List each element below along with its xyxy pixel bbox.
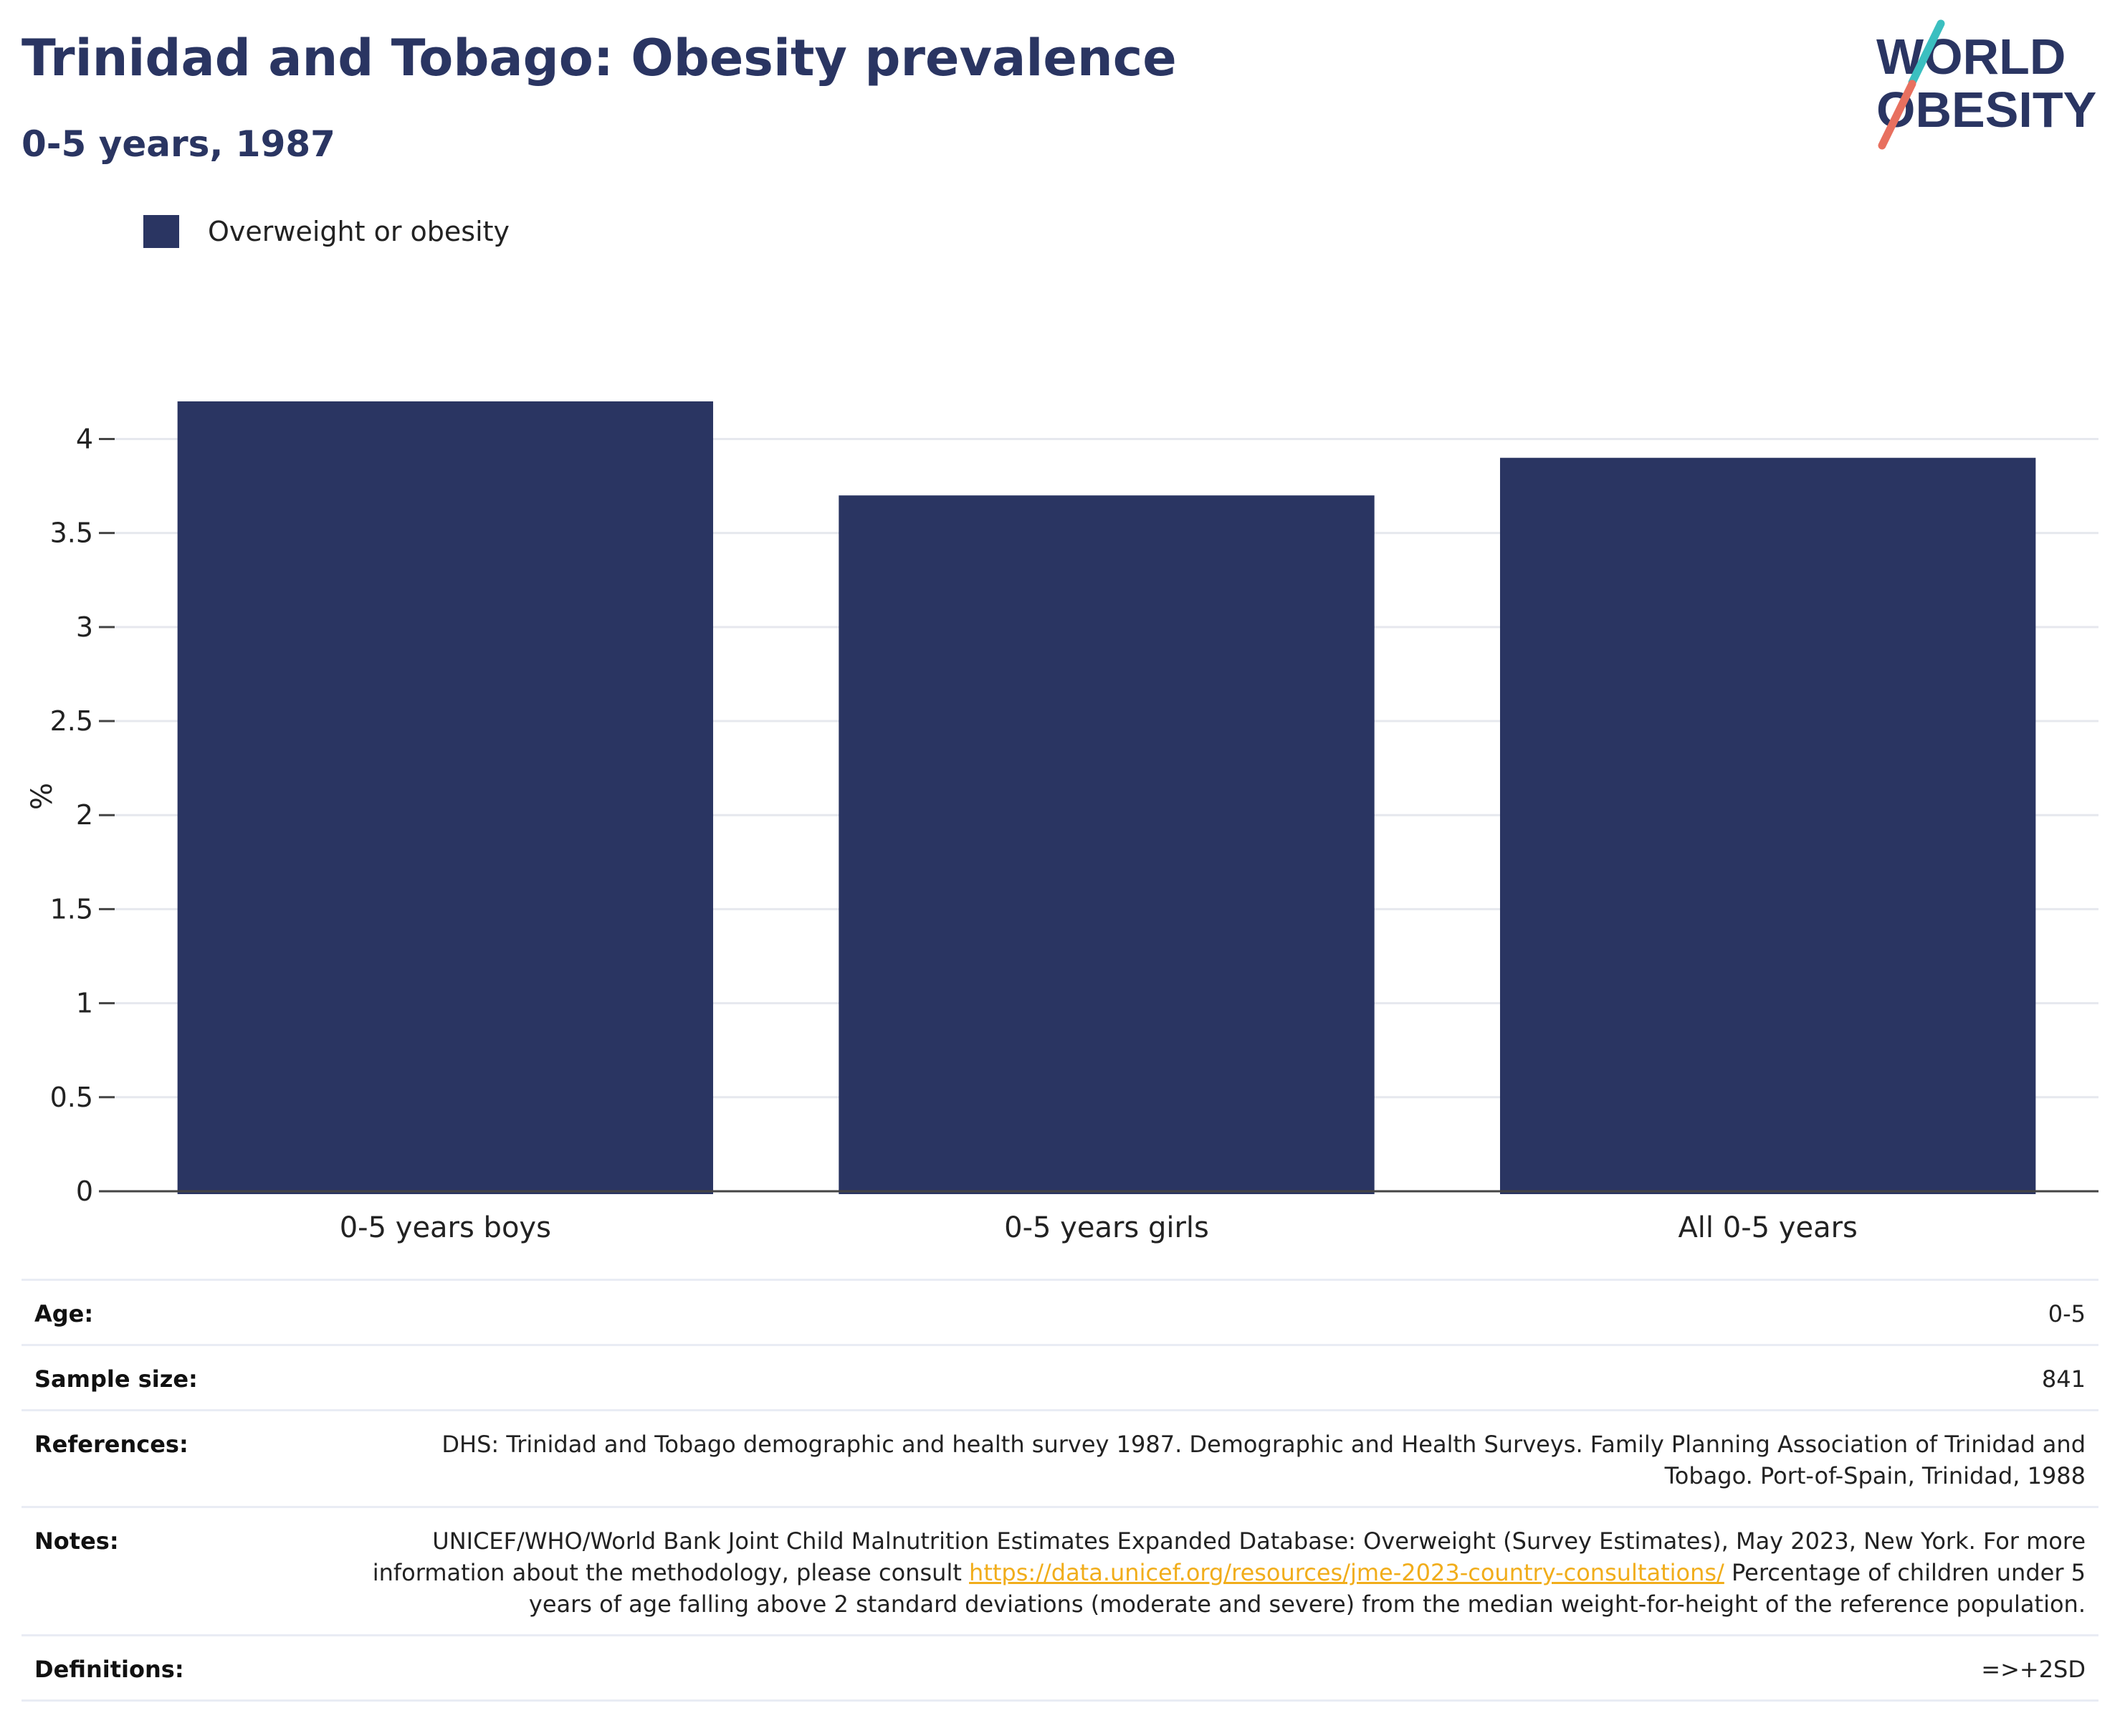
y-tick-label: 2.5 <box>50 705 93 737</box>
definitions-value: =>+2SD <box>1981 1656 2086 1683</box>
page-subtitle: 0-5 years, 1987 <box>22 123 335 165</box>
info-row-notes: Notes: UNICEF/WHO/World Bank Joint Child… <box>22 1506 2098 1634</box>
y-tick-label: 2 <box>76 799 93 831</box>
info-row-sample-size: Sample size: 841 <box>22 1344 2098 1409</box>
y-tick-label: 3.5 <box>50 518 93 549</box>
logo-slash-top <box>1908 19 1945 87</box>
logo-slash-bottom <box>1878 80 1916 150</box>
bar <box>177 401 714 1194</box>
chart-legend: Overweight or obesity <box>143 214 510 249</box>
age-label: Age: <box>34 1300 94 1327</box>
notes-value: UNICEF/WHO/World Bank Joint Child Malnut… <box>366 1525 2086 1620</box>
bar-chart: 0 0.5 1 1.5 2 2.5 3 3.5 4% 0-5 years boys 0-5 year… <box>26 401 2098 1244</box>
legend-label: Overweight or obesity <box>208 216 510 247</box>
page-title: Trinidad and Tobago: Obesity prevalence <box>22 29 1177 87</box>
definitions-label: Definitions: <box>34 1656 184 1683</box>
age-value: 0-5 <box>2048 1300 2086 1327</box>
legend-swatch <box>143 215 179 248</box>
sample-size-label: Sample size: <box>34 1365 198 1393</box>
bar <box>839 495 1375 1194</box>
notes-link[interactable]: https://data.unicef.org/resources/jme-20… <box>969 1559 1724 1586</box>
references-value: DHS: Trinidad and Tobago demographic and… <box>441 1431 2086 1489</box>
notes-text-1: UNICEF/WHO/World Bank Joint Child Malnut… <box>372 1527 2086 1586</box>
x-category-label: 0-5 years boys <box>340 1211 551 1244</box>
notes-label: Notes: <box>34 1527 119 1555</box>
info-row-references: References: DHS: Trinidad and Tobago dem… <box>22 1409 2098 1506</box>
y-axis-label: % <box>26 783 59 810</box>
bar <box>1499 457 2036 1194</box>
info-row-age: Age: 0-5 <box>22 1279 2098 1344</box>
notes-text-2: Percentage of children under 5 years of … <box>528 1559 2086 1618</box>
info-table: Age: 0-5 Sample size: 841 References: DH… <box>22 1279 2098 1702</box>
x-category-label: 0-5 years girls <box>1004 1211 1209 1244</box>
info-row-definitions: Definitions: =>+2SD <box>22 1634 2098 1702</box>
y-tick-label: 4 <box>76 423 93 454</box>
world-obesity-logo: WORLD OBESITY <box>1876 19 2096 150</box>
y-tick-label: 1.5 <box>50 893 93 925</box>
y-tick-label: 0.5 <box>50 1082 93 1113</box>
sample-size-value: 841 <box>2041 1365 2086 1393</box>
x-category-label: All 0-5 years <box>1678 1211 1857 1244</box>
y-tick-label: 1 <box>76 988 93 1019</box>
y-tick-label: 3 <box>76 611 93 643</box>
logo-text-world: WORLD <box>1876 29 2066 85</box>
y-tick-label: 0 <box>76 1175 93 1207</box>
references-label: References: <box>34 1431 188 1458</box>
